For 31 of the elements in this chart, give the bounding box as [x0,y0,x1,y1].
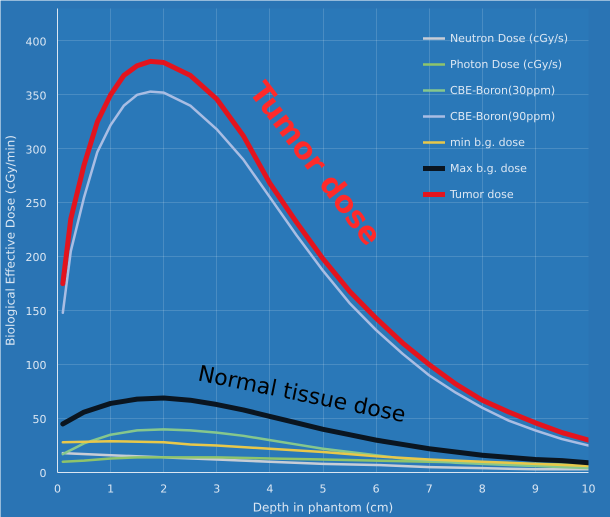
y-tick-label: 0 [40,467,46,480]
y-tick-label: 150 [26,305,47,318]
x-tick-label: 8 [478,482,486,496]
x-tick-label: 6 [372,482,380,496]
y-tick-label: 300 [26,143,47,156]
y-tick-label: 50 [32,413,47,426]
legend-label: CBE-Boron(30ppm) [450,83,556,97]
legend-label: Max b.g. dose [450,161,527,175]
y-tick-label: 200 [26,251,47,264]
legend-label: CBE-Boron(90ppm) [450,109,556,123]
y-tick-label: 250 [26,197,47,210]
line-series [62,440,588,468]
y-tick-label: 350 [26,89,47,102]
x-tick-label: 7 [426,482,433,496]
legend-label: min b.g. dose [450,135,525,149]
y-axis-title: Biological Effective Dose (cGy/min) [4,135,18,346]
x-tick-label: 9 [532,482,539,496]
x-tick-label: 4 [266,482,274,496]
x-tick-label: 2 [160,482,168,496]
x-tick-label: 1 [107,482,114,496]
x-tick-label: 10 [582,482,596,496]
x-tick-label: 3 [213,482,220,496]
y-tick-label: 400 [26,35,47,48]
x-tick-label: 0 [54,482,61,496]
legend-label: Tumor dose [450,187,514,201]
legend-label: Photon Dose (cGy/s) [450,57,562,71]
x-tick-label: 5 [320,482,326,496]
y-tick-label: 100 [26,359,47,372]
annotation: Normal tissue dose [196,362,408,428]
legend-label: Neutron Dose (cGy/s) [450,31,568,45]
x-axis-title: Depth in phantom (cm) [252,500,394,514]
